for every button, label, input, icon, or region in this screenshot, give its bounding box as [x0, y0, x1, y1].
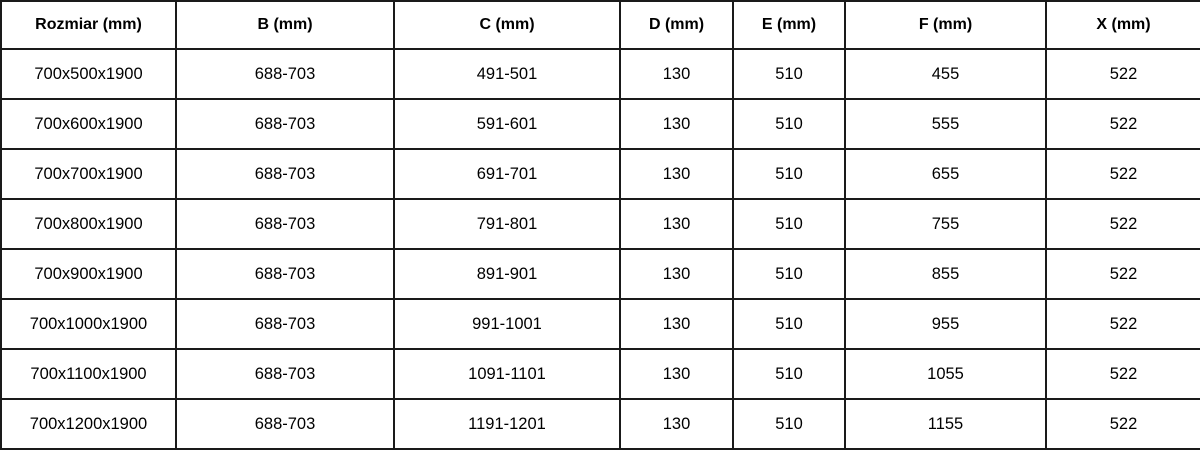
table-cell: 700x500x1900	[0, 48, 177, 100]
table-cell: 700x1000x1900	[0, 298, 177, 350]
table-cell: 510	[732, 148, 846, 200]
table-cell: 691-701	[393, 148, 621, 200]
table-cell: 510	[732, 198, 846, 250]
table-cell: 455	[844, 48, 1047, 100]
table-cell: 522	[1045, 298, 1200, 350]
table-cell: 688-703	[175, 298, 395, 350]
table-cell: 510	[732, 248, 846, 300]
table-cell: 700x900x1900	[0, 248, 177, 300]
table-cell: 522	[1045, 48, 1200, 100]
table-cell: 130	[619, 348, 734, 400]
table-cell: 688-703	[175, 98, 395, 150]
table-cell: 555	[844, 98, 1047, 150]
table-cell: 688-703	[175, 398, 395, 450]
table-cell: 130	[619, 148, 734, 200]
table-cell: 522	[1045, 248, 1200, 300]
table-cell: 700x1200x1900	[0, 398, 177, 450]
table-body: 700x500x1900 688-703 491-501 130 510 455…	[0, 48, 1200, 450]
table-row: 700x900x1900 688-703 891-901 130 510 855…	[0, 248, 1200, 300]
table-cell: 130	[619, 248, 734, 300]
column-header-b: B (mm)	[175, 0, 395, 50]
table-cell: 688-703	[175, 348, 395, 400]
table-cell: 130	[619, 48, 734, 100]
table-cell: 688-703	[175, 148, 395, 200]
table-cell: 510	[732, 48, 846, 100]
table-cell: 522	[1045, 398, 1200, 450]
table-cell: 1055	[844, 348, 1047, 400]
table-row: 700x500x1900 688-703 491-501 130 510 455…	[0, 48, 1200, 100]
table-cell: 700x800x1900	[0, 198, 177, 250]
table-cell: 591-601	[393, 98, 621, 150]
table-cell: 700x600x1900	[0, 98, 177, 150]
table-row: 700x700x1900 688-703 691-701 130 510 655…	[0, 148, 1200, 200]
table-cell: 130	[619, 198, 734, 250]
table-cell: 130	[619, 98, 734, 150]
table-cell: 700x1100x1900	[0, 348, 177, 400]
table-cell: 855	[844, 248, 1047, 300]
column-header-f: F (mm)	[844, 0, 1047, 50]
column-header-d: D (mm)	[619, 0, 734, 50]
table-cell: 130	[619, 298, 734, 350]
table-cell: 522	[1045, 148, 1200, 200]
table-cell: 510	[732, 398, 846, 450]
table-cell: 688-703	[175, 48, 395, 100]
table-cell: 655	[844, 148, 1047, 200]
table-cell: 510	[732, 298, 846, 350]
table-cell: 955	[844, 298, 1047, 350]
table-cell: 1191-1201	[393, 398, 621, 450]
table-cell: 510	[732, 98, 846, 150]
table-cell: 991-1001	[393, 298, 621, 350]
table-cell: 755	[844, 198, 1047, 250]
table-cell: 510	[732, 348, 846, 400]
table-cell: 522	[1045, 198, 1200, 250]
table-row: 700x1100x1900 688-703 1091-1101 130 510 …	[0, 348, 1200, 400]
header-row: Rozmiar (mm) B (mm) C (mm) D (mm) E (mm)…	[0, 0, 1200, 50]
table-cell: 1155	[844, 398, 1047, 450]
column-header-x: X (mm)	[1045, 0, 1200, 50]
table-cell: 688-703	[175, 248, 395, 300]
table-cell: 522	[1045, 348, 1200, 400]
column-header-rozmiar: Rozmiar (mm)	[0, 0, 177, 50]
table-cell: 688-703	[175, 198, 395, 250]
table-row: 700x600x1900 688-703 591-601 130 510 555…	[0, 98, 1200, 150]
column-header-e: E (mm)	[732, 0, 846, 50]
table-cell: 700x700x1900	[0, 148, 177, 200]
table-cell: 791-801	[393, 198, 621, 250]
table-cell: 491-501	[393, 48, 621, 100]
table-cell: 1091-1101	[393, 348, 621, 400]
table-row: 700x1000x1900 688-703 991-1001 130 510 9…	[0, 298, 1200, 350]
table-cell: 522	[1045, 98, 1200, 150]
table-header: Rozmiar (mm) B (mm) C (mm) D (mm) E (mm)…	[0, 0, 1200, 50]
table-cell: 891-901	[393, 248, 621, 300]
column-header-c: C (mm)	[393, 0, 621, 50]
table-row: 700x1200x1900 688-703 1191-1201 130 510 …	[0, 398, 1200, 450]
table-row: 700x800x1900 688-703 791-801 130 510 755…	[0, 198, 1200, 250]
table-cell: 130	[619, 398, 734, 450]
